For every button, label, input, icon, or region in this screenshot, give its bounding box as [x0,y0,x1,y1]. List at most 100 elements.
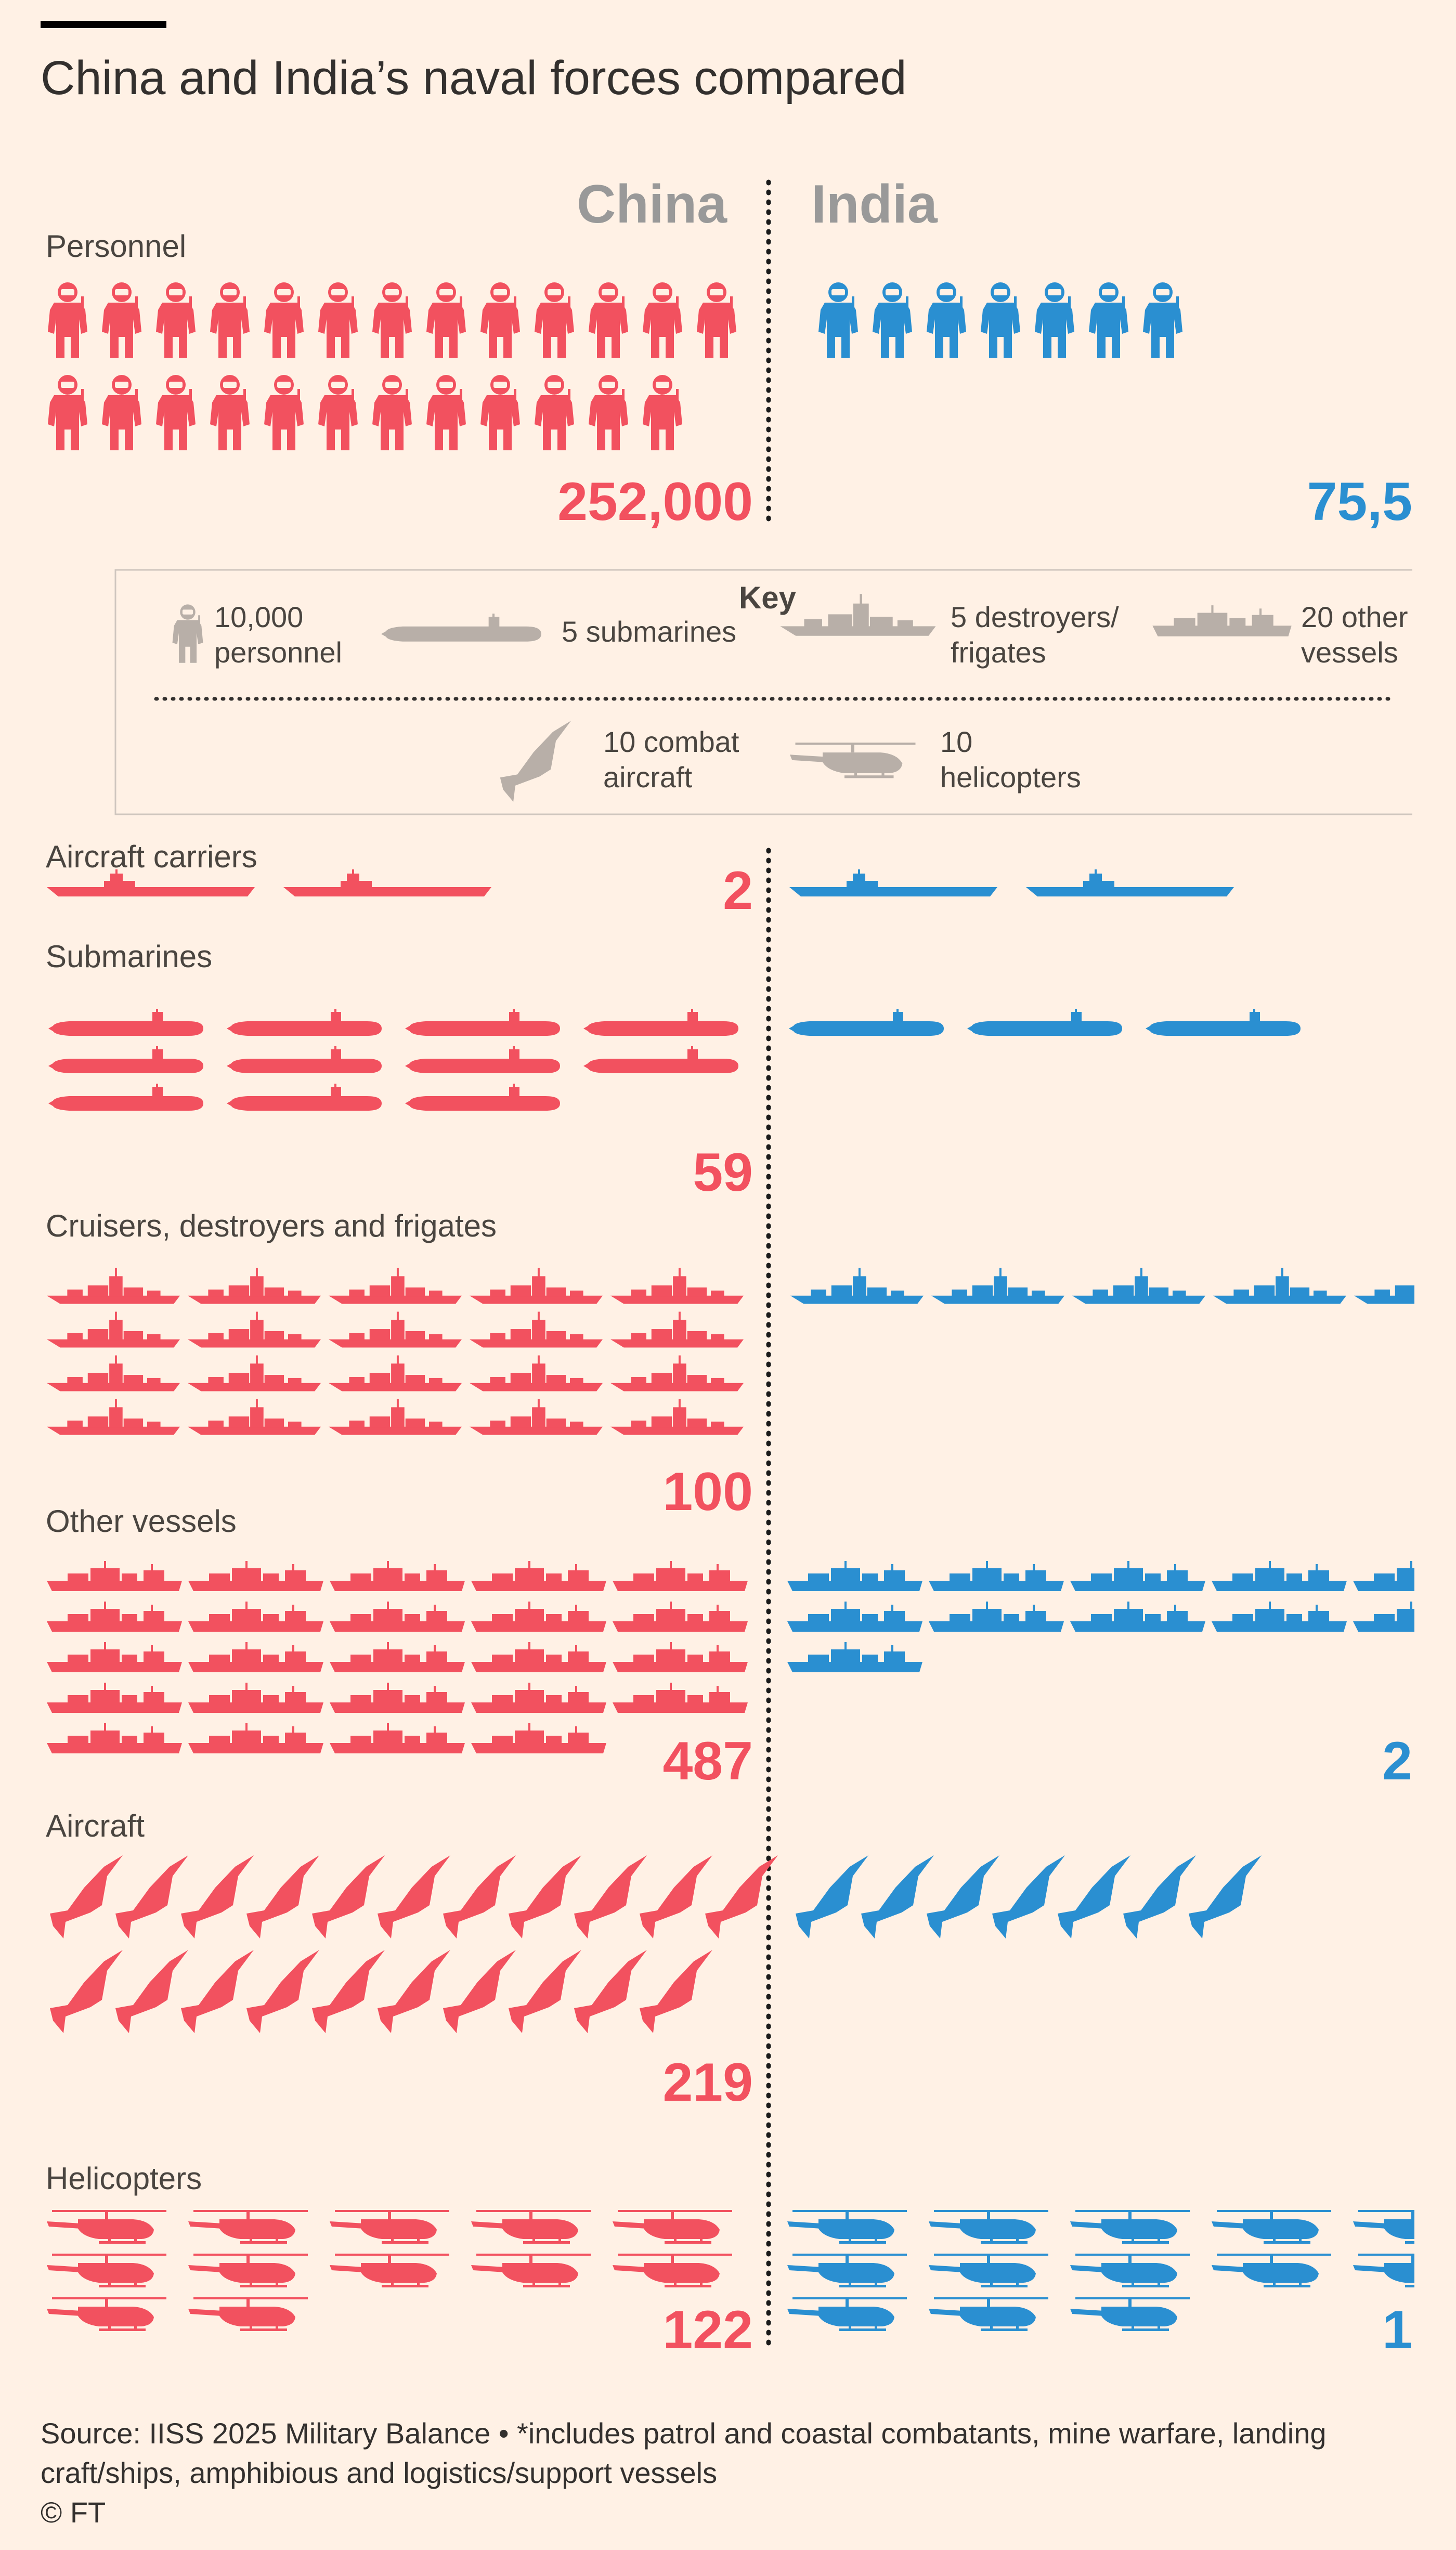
china-vessel-icon [330,1561,465,1591]
china-aircraft-icon [115,1855,188,1938]
china-value-label: 487 [662,1731,753,1791]
india-vessel-icon [787,1602,922,1632]
india-vessel-icon [787,1561,922,1591]
china-submarine-icon [583,1009,738,1036]
china-soldier-icon [589,282,628,358]
india-helicopter-icon [1070,2254,1190,2287]
china-vessel-icon [330,1642,465,1672]
china-vessel-icon [613,1561,748,1591]
key-label: 10,000 [214,601,303,633]
india-destroyer-icon [1072,1268,1205,1304]
india-helicopter-icon [929,2254,1048,2287]
key-label: 5 destroyers/ [951,601,1119,633]
row-helicopters: Helicopters 122 1 [46,2161,1414,2360]
china-destroyer-icon [329,1399,462,1435]
china-aircraft-icon [378,1950,450,2033]
china-destroyer-icon [470,1311,603,1348]
india-aircraft-icon [1254,1855,1291,1938]
row-aircraft-carriers: Aircraft carriers 2 [46,839,1234,921]
china-vessel-icon [471,1723,606,1753]
india-vessel-icon [1212,1561,1347,1591]
china-helicopter-icon [613,2210,732,2244]
china-aircraft-icon [640,1855,712,1938]
china-aircraft-icon [509,1950,581,2033]
china-aircraft-icon [574,1950,647,2033]
china-aircraft-icon [443,1950,516,2033]
india-helicopter-icon [929,2297,1048,2331]
category-label: Submarines [46,939,212,974]
china-submarine-icon [227,1084,382,1111]
china-aircraft-icon [378,1855,450,1938]
china-submarine-icon [48,1009,203,1036]
china-aircraft-icon [115,1950,188,2033]
india-value-label: 75,5 [1307,472,1412,532]
india-value-label: 2 [1382,1731,1412,1791]
credit: © FT [41,2496,106,2529]
key-label: 10 combat [603,725,739,758]
china-helicopter-icon [47,2297,166,2331]
destroyer-icon [780,594,936,636]
china-soldier-icon [372,375,412,450]
china-helicopter-icon [330,2210,449,2244]
china-soldier-icon [643,375,682,450]
china-submarine-icon [48,1046,203,1073]
china-aircraft-icon [509,1855,581,1938]
country-label-india: India [811,174,938,235]
china-submarine-icon [227,1046,382,1073]
key-label: 10 [940,725,972,758]
india-icons [789,869,1234,896]
china-helicopter-icon [471,2210,591,2244]
china-aircraft-icon [246,1950,319,2033]
china-vessel-icon [330,1602,465,1632]
china-soldier-icon [426,282,466,358]
india-soldier-icon [927,282,966,358]
india-vessel-icon [1070,1602,1205,1632]
china-soldier-icon [589,375,628,450]
china-destroyer-icon [610,1399,744,1435]
category-label: Aircraft carriers [46,839,257,874]
china-helicopter-icon [47,2254,166,2287]
china-icons [47,1561,748,1753]
soldier-icon [172,604,203,663]
china-soldier-icon [426,375,466,450]
china-soldier-icon [535,282,574,358]
china-vessel-icon [471,1642,606,1672]
china-helicopter-icon [613,2254,732,2287]
china-vessel-icon [47,1602,182,1632]
china-vessel-icon [471,1602,606,1632]
china-vessel-icon [471,1683,606,1713]
category-label: Cruisers, destroyers and frigates [46,1208,497,1243]
china-aircraft-icon [443,1855,516,1938]
india-soldier-icon [1143,282,1182,358]
china-vessel-icon [47,1723,182,1753]
india-aircraft-icon [1058,1855,1130,1938]
brand-bar [41,21,166,28]
china-vessel-icon [188,1642,323,1672]
india-submarine-icon [967,1009,1122,1036]
china-vessel-icon [613,1642,748,1672]
china-destroyer-icon [188,1399,321,1435]
india-vessel-icon [787,1642,922,1672]
key-label: aircraft [603,761,693,793]
china-helicopter-icon [330,2254,449,2287]
key-item: 5 submarines [381,614,736,648]
china-soldier-icon [480,375,520,450]
india-soldier-icon [981,282,1020,358]
india-soldier-icon [818,282,858,358]
china-destroyer-icon [610,1268,744,1304]
india-helicopter-icon [1212,2254,1331,2287]
china-destroyer-icon [47,1268,180,1304]
china-vessel-icon [613,1683,748,1713]
china-soldier-icon [156,282,196,358]
key-title: Key [739,580,797,615]
india-icons [818,282,1219,358]
india-helicopter-icon [1070,2297,1190,2331]
china-helicopter-icon [188,2254,308,2287]
china-destroyer-icon [329,1355,462,1391]
india-destroyer-icon [1213,1268,1346,1304]
china-soldier-icon [264,282,304,358]
china-destroyer-icon [188,1268,321,1304]
